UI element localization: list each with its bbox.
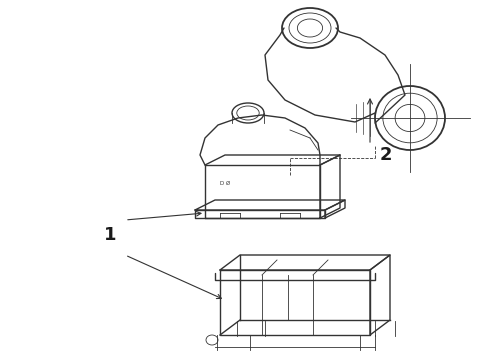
Text: D: D [220, 181, 224, 186]
Text: 1: 1 [104, 226, 116, 244]
Text: Ø: Ø [226, 181, 230, 186]
Text: 2: 2 [380, 146, 392, 164]
